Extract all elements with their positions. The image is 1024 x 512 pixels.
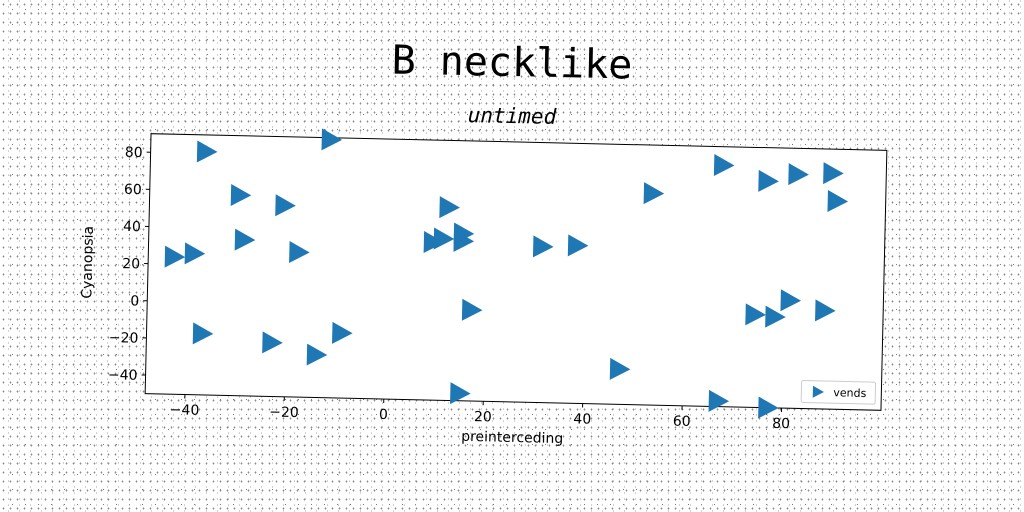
data-point	[439, 196, 460, 219]
y-tick-label: 20	[122, 256, 140, 272]
data-point	[196, 140, 218, 163]
data-point	[780, 289, 802, 312]
plot-area: −40 −20 0 20 40 60 80 80 60 40 20 0 −20 −40 preinter…	[79, 128, 888, 447]
data-point	[332, 321, 353, 344]
data-point	[164, 245, 186, 268]
data-point	[192, 322, 214, 345]
y-tick-label: 0	[130, 293, 139, 309]
data-point	[275, 194, 296, 217]
x-axis-label: preinterceding	[461, 429, 563, 447]
data-point	[289, 240, 310, 263]
data-point	[184, 242, 206, 265]
y-tick-label: 40	[123, 219, 141, 235]
x-tick-label: −40	[170, 402, 200, 419]
data-point	[745, 303, 766, 326]
data-point	[823, 162, 844, 185]
y-axis-ticks: 80 60 40 20 0 −20 −40	[108, 145, 151, 384]
data-point	[234, 228, 256, 251]
data-point	[532, 235, 554, 258]
legend-label-vends: vends	[833, 386, 867, 400]
y-tick-label: −20	[109, 330, 139, 347]
data-point	[643, 182, 665, 205]
data-point	[450, 382, 471, 405]
legend-box	[800, 380, 877, 405]
y-tick-label: 80	[125, 145, 143, 161]
x-tick-label: 40	[573, 411, 591, 427]
data-point	[453, 222, 475, 245]
x-tick-label: −20	[269, 404, 299, 421]
data-point	[262, 331, 283, 354]
legend-marker-vends	[812, 385, 824, 398]
y-axis-label: Cyanopsia	[79, 226, 97, 299]
legend: vends	[800, 380, 877, 405]
y-tick-label: 60	[124, 182, 142, 198]
data-point	[609, 357, 631, 380]
y-tick-label: −40	[108, 367, 138, 384]
data-point	[230, 183, 252, 206]
data-point	[708, 389, 730, 412]
series-vends	[164, 128, 849, 419]
x-axis-ticks: −40 −20 0 20 40 60 80	[170, 394, 790, 432]
plot-frame	[144, 133, 888, 411]
data-point	[567, 234, 589, 257]
data-point	[765, 305, 786, 328]
data-point	[815, 299, 836, 322]
data-point	[758, 396, 779, 419]
data-point	[713, 154, 735, 177]
data-point	[788, 163, 809, 186]
data-point	[827, 190, 849, 213]
data-point	[758, 169, 779, 192]
data-point	[306, 343, 328, 366]
data-point	[433, 227, 455, 250]
x-tick-label: 60	[673, 414, 691, 430]
x-tick-label: 80	[772, 416, 790, 432]
x-tick-label: 0	[379, 407, 388, 423]
data-point	[321, 128, 343, 151]
data-point	[461, 298, 483, 321]
x-tick-label: 20	[474, 409, 492, 425]
